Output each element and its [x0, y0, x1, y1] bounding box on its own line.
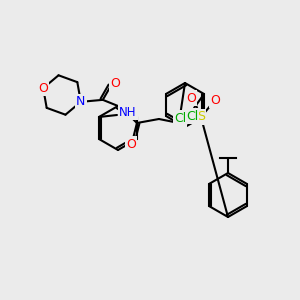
Text: O: O: [186, 92, 196, 104]
Text: N: N: [76, 95, 86, 108]
Text: O: O: [110, 77, 120, 90]
Text: S: S: [197, 110, 205, 124]
Text: NH: NH: [119, 106, 136, 118]
Text: Cl: Cl: [186, 110, 198, 122]
Text: O: O: [210, 94, 220, 106]
Text: O: O: [126, 137, 136, 151]
Text: O: O: [38, 82, 48, 95]
Text: N: N: [176, 115, 186, 128]
Text: Cl: Cl: [174, 112, 186, 124]
